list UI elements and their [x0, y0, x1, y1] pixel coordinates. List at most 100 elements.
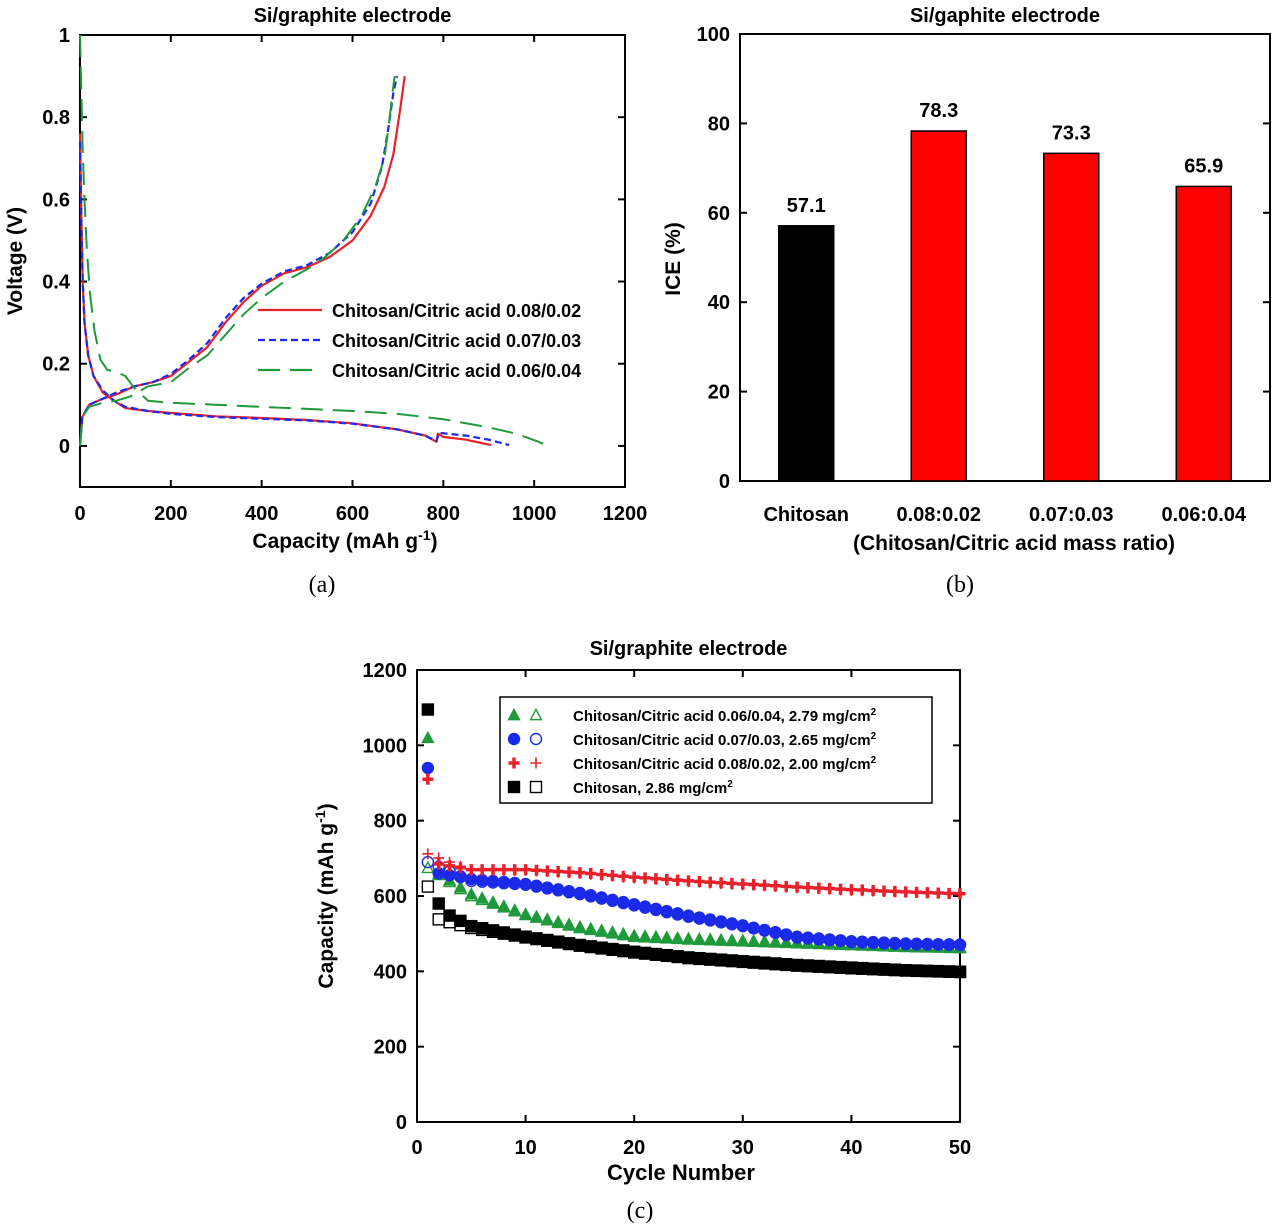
discharge-point-4 [682, 951, 695, 964]
bar-1 [778, 225, 835, 482]
discharge-point-1 [660, 930, 674, 943]
discharge-point-4 [921, 964, 934, 978]
discharge-point-2 [432, 867, 445, 880]
discharge-point-3 [563, 866, 575, 878]
discharge-point-4 [845, 961, 858, 974]
discharge-point-2 [714, 915, 728, 928]
discharge-point-4 [443, 909, 456, 922]
series-line-discharge-2 [78, 141, 510, 447]
discharge-point-2 [769, 925, 782, 939]
discharge-point-1 [714, 932, 728, 946]
discharge-point-3 [932, 887, 944, 899]
discharge-point-1 [746, 933, 761, 947]
discharge-point-3 [639, 872, 651, 884]
discharge-point-2 [508, 876, 521, 890]
discharge-point-3 [737, 878, 749, 890]
y-tick-label-c: 0 [396, 1112, 407, 1134]
discharge-point-3 [802, 881, 814, 893]
discharge-point-1 [573, 919, 587, 933]
discharge-point-3 [726, 877, 738, 889]
first-discharge-point-4 [421, 703, 435, 716]
discharge-point-3 [748, 879, 760, 891]
discharge-point-1 [464, 887, 478, 900]
bar-value-label-3: 73.3 [1052, 122, 1091, 144]
charge-point-3 [422, 848, 434, 860]
discharge-point-1 [475, 891, 489, 904]
discharge-point-1 [453, 880, 468, 893]
y-tick-label-b: 0 [719, 471, 730, 493]
legend-label-c-4: Chitosan, 2.86 mg/cm2 [573, 779, 733, 797]
discharge-point-2 [888, 936, 902, 950]
y-tick-label-c: 1000 [363, 735, 408, 757]
discharge-point-3 [454, 862, 466, 874]
discharge-point-3 [650, 873, 662, 885]
series-line-charge-3 [79, 75, 396, 446]
discharge-point-2 [845, 935, 858, 948]
discharge-point-3 [617, 870, 629, 882]
discharge-point-2 [921, 937, 934, 951]
series-line-charge-1 [78, 75, 406, 446]
discharge-point-4 [693, 951, 706, 965]
discharge-point-3 [444, 860, 456, 872]
discharge-point-1 [670, 930, 685, 944]
y-tick-label-b: 40 [708, 292, 730, 314]
discharge-point-4 [475, 922, 489, 935]
x-tick-label-a: 400 [245, 503, 278, 525]
panel-b-ice-bar-chart: Si/gaphite electrode 0 20 40 60 80 100 57.1 Chit… [662, 5, 1271, 555]
discharge-point-1 [681, 931, 696, 944]
discharge-point-4 [780, 957, 793, 971]
first-discharge-point-1 [421, 730, 435, 744]
y-axis-label-superscript-c: -1 [312, 810, 328, 823]
category-label-4: 0.06:0.04 [1161, 504, 1246, 526]
discharge-point-3 [585, 868, 597, 880]
discharge-point-3 [780, 880, 792, 892]
legend-label-superscript-c-1: 2 [871, 707, 877, 718]
y-axis-label-a: Voltage (V) [4, 207, 27, 315]
discharge-point-2 [725, 917, 739, 930]
discharge-point-2 [454, 870, 467, 884]
discharge-point-4 [530, 932, 543, 945]
discharge-point-3 [476, 864, 488, 876]
discharge-point-2 [747, 921, 760, 934]
bar-value-label-2: 78.3 [919, 100, 958, 122]
discharge-point-2 [443, 869, 456, 882]
discharge-point-3 [552, 865, 564, 877]
legend-label-a-1: Chitosan/Citric acid 0.08/0.02 [332, 301, 581, 321]
discharge-point-1 [584, 921, 598, 934]
panel-a-voltage-profile: Si/graphite electrode 0 200 400 600 800 1000 12… [4, 5, 647, 553]
discharge-point-4 [953, 965, 967, 978]
discharge-point-3 [889, 885, 901, 897]
legend-marker-filled-c-3 [508, 757, 520, 769]
y-tick-label-c: 600 [374, 886, 407, 908]
bar-2 [910, 130, 967, 482]
discharge-point-2 [497, 875, 511, 889]
discharge-point-3 [867, 885, 879, 897]
x-tick-label-c: 30 [732, 1137, 754, 1159]
discharge-point-2 [486, 874, 500, 888]
discharge-point-2 [660, 904, 673, 918]
discharge-point-2 [573, 886, 587, 900]
y-tick-label-b: 60 [708, 203, 730, 225]
y-tick-label-a: 0 [59, 436, 70, 458]
x-tick-label-a: 800 [427, 503, 460, 525]
panel-c-cycling-scatter: Si/graphite electrode 0 10 20 30 40 50 0 200 400 6… [312, 638, 971, 1185]
discharge-point-4 [812, 959, 826, 973]
discharge-point-3 [606, 869, 618, 881]
discharge-point-3 [683, 875, 694, 887]
legend-marker-open-c-2 [529, 732, 543, 746]
chart-title-a: Si/graphite electrode [254, 5, 452, 27]
legend-label-superscript-c-3: 2 [871, 755, 877, 766]
discharge-point-1 [627, 928, 641, 941]
discharge-point-1 [779, 934, 793, 948]
discharge-point-1 [605, 925, 620, 938]
x-axis-label-a: Capacity (mAh g-1) [252, 527, 437, 553]
discharge-point-1 [508, 903, 522, 916]
discharge-point-4 [671, 950, 684, 963]
legend-marker-open-c-1 [529, 708, 543, 721]
discharge-point-1 [725, 933, 739, 946]
category-label-1: Chitosan [763, 504, 849, 526]
discharge-point-2 [877, 936, 891, 949]
discharge-point-2 [790, 930, 804, 943]
x-tick-label-c: 50 [949, 1137, 971, 1159]
